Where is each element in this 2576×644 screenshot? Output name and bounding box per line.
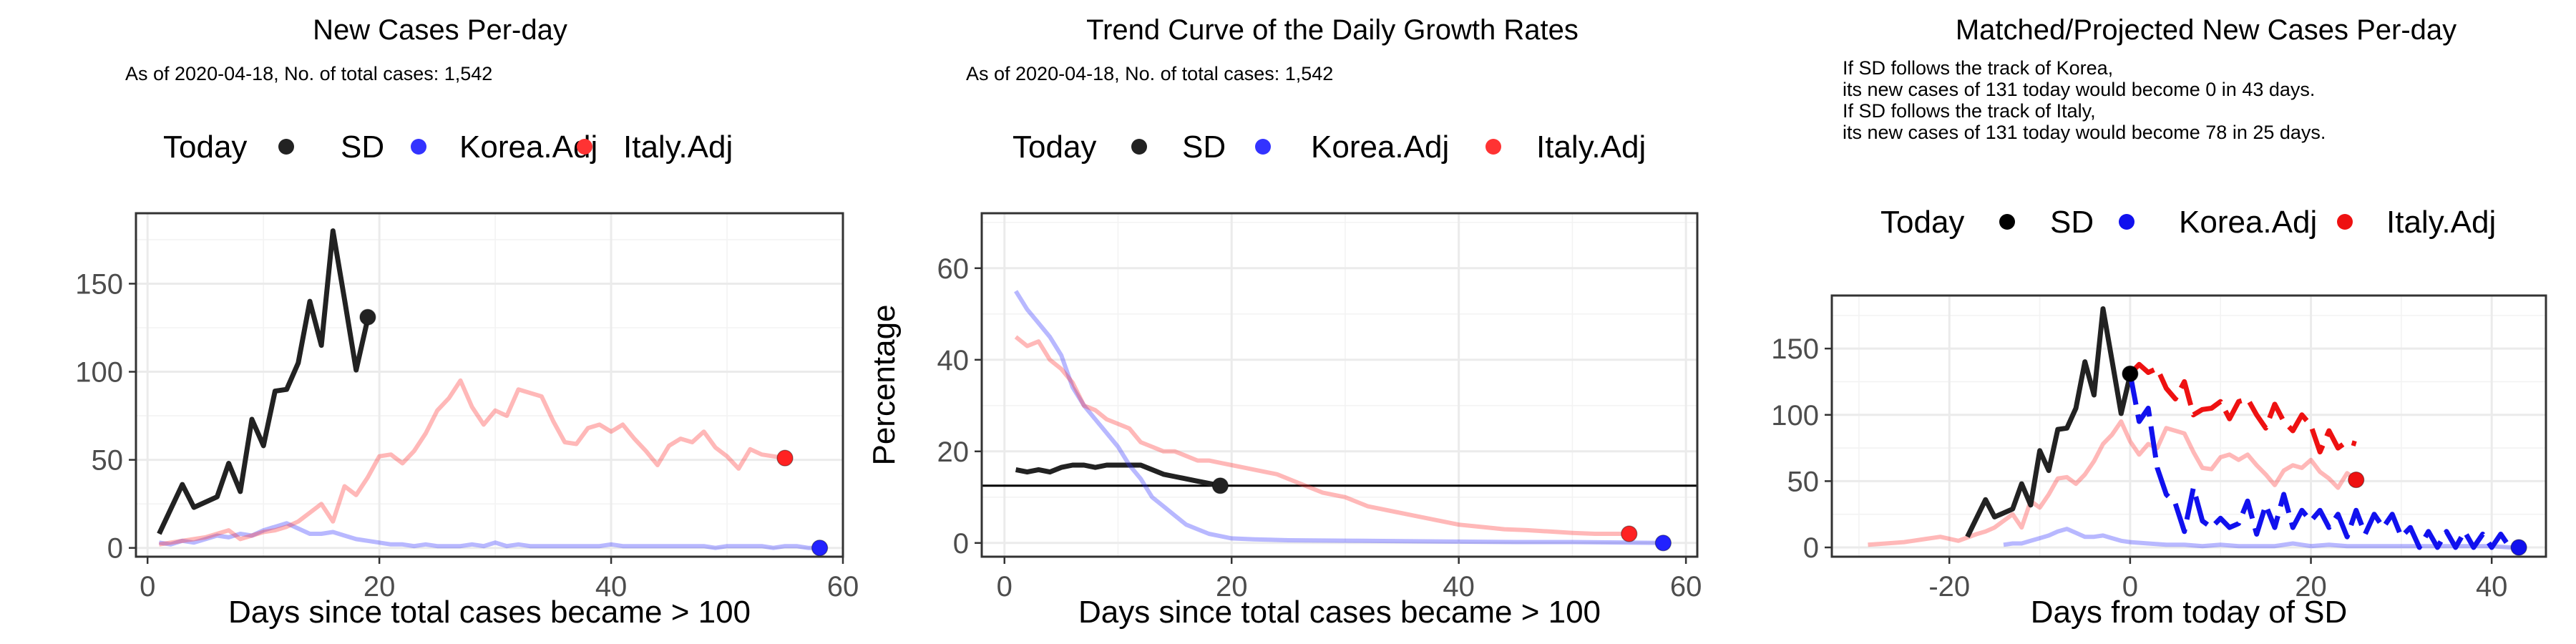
x-axis-label: Days since total cases became > 100 <box>1078 595 1601 630</box>
legend: Today SD Korea.Adj Italy.Adj <box>1013 130 1646 165</box>
y-tick-label: 60 <box>937 253 970 285</box>
today-point-3 <box>1621 525 1638 542</box>
legend-label-2: Korea.Adj <box>2179 205 2317 240</box>
legend: Today SD Korea.Adj Italy.Adj <box>1880 205 2496 240</box>
legend-label-1: SD <box>2050 205 2094 240</box>
y-tick-label: 100 <box>75 357 123 389</box>
x-tick-label: 60 <box>827 571 859 602</box>
gridlines <box>982 213 1697 557</box>
chart-title: Matched/Projected New Cases Per-day <box>1956 14 2457 46</box>
series-line-1 <box>1015 462 1221 489</box>
chart-3: Matched/Projected New Cases Per-day If SD… <box>1771 14 2547 630</box>
axes: 0 20 40 60 0 50 100 150 Days since total cases b… <box>75 268 859 630</box>
today-point-1 <box>2122 365 2139 382</box>
legend-label-1: SD <box>1182 130 1226 165</box>
today-point-3 <box>2348 471 2365 489</box>
chart-subtitle: As of 2020-04-18, No. of total cases: 1,… <box>966 63 1333 84</box>
x-tick-label: 20 <box>364 571 396 602</box>
legend-label-3: Italy.Adj <box>623 130 733 165</box>
chart-subtitle-line: its new cases of 131 today would become … <box>1843 122 2326 143</box>
x-tick-label: 40 <box>1443 571 1475 602</box>
x-tick-label: 60 <box>1670 571 1702 602</box>
plot-frame <box>980 212 1699 558</box>
x-tick-label: 0 <box>997 571 1013 602</box>
series-line-2 <box>1014 290 1664 545</box>
today-point-1 <box>359 308 376 326</box>
legend-title: Today <box>1013 130 1096 165</box>
legend-key-2 <box>2119 214 2135 230</box>
chart-1: New Cases Per-day As of 2020-04-18, No. o… <box>75 14 859 630</box>
chart-2: Trend Curve of the Daily Growth Rates As … <box>867 14 1702 630</box>
x-axis-label: Days since total cases became > 100 <box>228 595 751 630</box>
chart-title: Trend Curve of the Daily Growth Rates <box>1086 14 1579 46</box>
series-line-4 <box>2127 373 2519 550</box>
plot-area <box>1868 306 2527 556</box>
chart-title: New Cases Per-day <box>313 14 567 46</box>
today-point-2 <box>2510 539 2527 556</box>
chart-subtitle-line: its new cases of 131 today would become … <box>1843 79 2315 100</box>
legend: Today SD Korea.Adj Italy.Adj <box>163 130 733 165</box>
x-axis-label: Days from today of SD <box>2031 595 2348 630</box>
series-line-5 <box>2128 361 2357 455</box>
x-tick-label: 0 <box>140 571 155 602</box>
x-tick-label: 20 <box>1216 571 1248 602</box>
plot-area <box>157 228 829 557</box>
legend-key-3 <box>2337 214 2353 230</box>
today-point-3 <box>776 449 794 467</box>
y-tick-label: 50 <box>1787 466 1820 497</box>
y-tick-label: 40 <box>937 345 970 376</box>
series-line-1 <box>157 228 371 535</box>
x-tick-label: 20 <box>2295 571 2327 602</box>
today-point-2 <box>1654 535 1672 552</box>
plot-frame <box>135 212 844 558</box>
today-point-1 <box>1211 477 1229 494</box>
legend-key-3 <box>1485 139 1501 155</box>
y-tick-label: 50 <box>92 445 124 477</box>
legend-label-2: Korea.Adj <box>459 130 597 165</box>
legend-key-1 <box>278 139 294 155</box>
series-line-2 <box>158 521 820 550</box>
series-line-3 <box>158 378 786 547</box>
plot-area <box>982 290 1697 552</box>
legend-key-1 <box>1999 214 2015 230</box>
gridlines <box>1832 296 2546 557</box>
chart-subtitle-line: If SD follows the track of Korea, <box>1843 57 2113 79</box>
x-tick-label: 40 <box>595 571 628 602</box>
x-tick-label: 40 <box>2476 571 2508 602</box>
legend-label-1: SD <box>341 130 384 165</box>
axes: 0 20 40 60 0 20 40 60 Days since total cases bec… <box>867 253 1702 630</box>
legend-key-2 <box>411 139 426 155</box>
series-line-1 <box>1868 419 2358 547</box>
y-axis-label: Percentage <box>867 304 902 465</box>
chart-subtitle-line: If SD follows the track of Italy, <box>1843 100 2096 122</box>
legend-label-3: Italy.Adj <box>2386 205 2496 240</box>
y-tick-label: 150 <box>1771 333 1819 365</box>
y-tick-label: 150 <box>75 268 123 300</box>
legend-key-3 <box>577 139 592 155</box>
legend-title: Today <box>163 130 247 165</box>
series-line-3 <box>1014 335 1629 536</box>
x-tick-label: 0 <box>2122 571 2138 602</box>
legend-key-1 <box>1131 139 1147 155</box>
series-line-3 <box>1965 306 2133 538</box>
legend-label-3: Italy.Adj <box>1536 130 1646 165</box>
y-tick-label: 100 <box>1771 400 1819 431</box>
x-tick-label: -20 <box>1928 571 1970 602</box>
y-tick-label: 0 <box>107 533 123 565</box>
y-tick-label: 0 <box>953 528 969 560</box>
legend-key-2 <box>1255 139 1271 155</box>
plot-frame <box>1830 294 2547 558</box>
gridlines <box>136 213 844 557</box>
axes: -20 0 20 40 0 50 100 150 Days from today of SD <box>1771 333 2507 630</box>
y-tick-label: 20 <box>937 436 970 468</box>
today-point-2 <box>811 540 829 557</box>
y-tick-label: 0 <box>1803 532 1819 564</box>
legend-label-2: Korea.Adj <box>1311 130 1449 165</box>
chart-subtitle: As of 2020-04-18, No. of total cases: 1,… <box>125 63 492 84</box>
legend-title: Today <box>1880 205 1964 240</box>
